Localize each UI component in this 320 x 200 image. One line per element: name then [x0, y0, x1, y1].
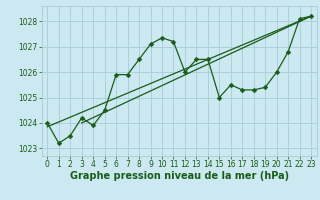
X-axis label: Graphe pression niveau de la mer (hPa): Graphe pression niveau de la mer (hPa) — [70, 171, 289, 181]
